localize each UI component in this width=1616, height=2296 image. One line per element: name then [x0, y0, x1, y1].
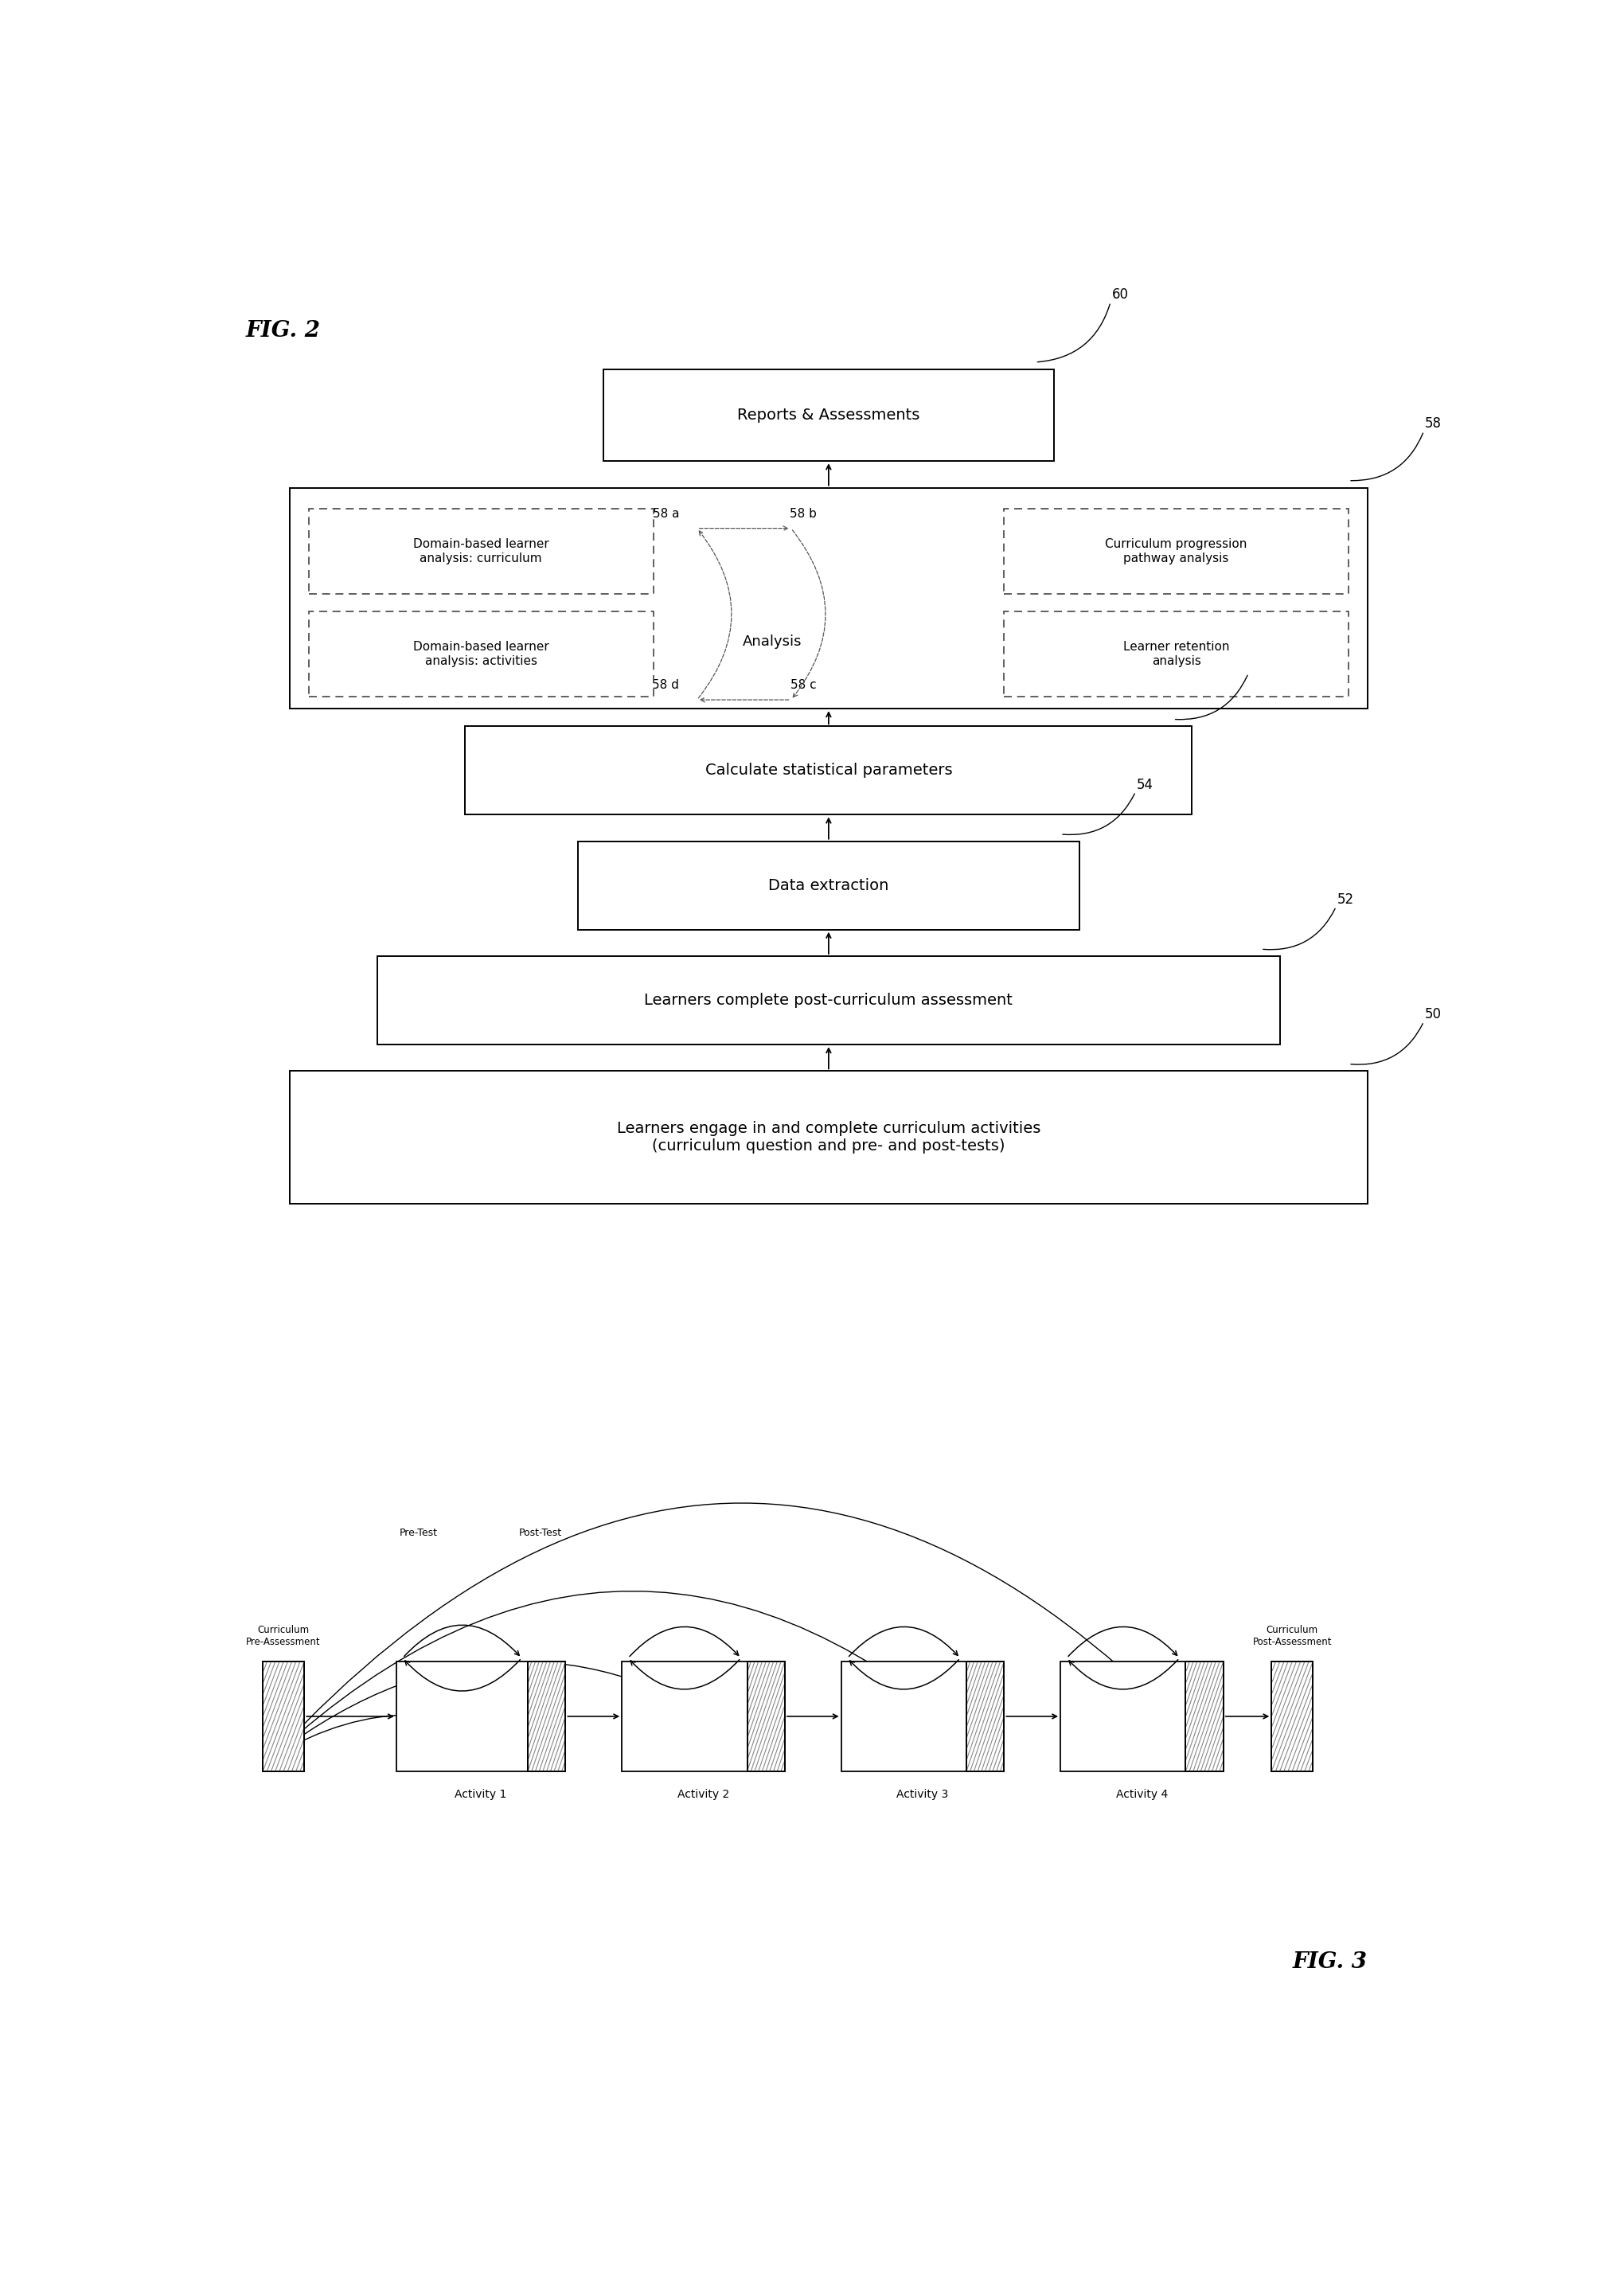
Bar — [840, 1662, 966, 1770]
Text: Domain-based learner
analysis: activities: Domain-based learner analysis: activitie… — [412, 641, 548, 666]
Bar — [966, 1662, 1004, 1770]
Text: Activity 3: Activity 3 — [897, 1789, 949, 1800]
Text: Analysis: Analysis — [742, 634, 802, 650]
Bar — [263, 1662, 304, 1770]
Bar — [747, 1662, 784, 1770]
Text: Pre-Test: Pre-Test — [399, 1527, 438, 1538]
Text: Activity 2: Activity 2 — [677, 1789, 729, 1800]
Bar — [289, 1070, 1367, 1203]
Bar — [1270, 1662, 1312, 1770]
Text: Activity 1: Activity 1 — [454, 1789, 507, 1800]
Text: Calculate statistical parameters: Calculate statistical parameters — [705, 762, 952, 778]
Bar — [579, 840, 1078, 930]
Bar — [309, 611, 653, 696]
Bar — [1060, 1662, 1185, 1770]
Text: Learners engage in and complete curriculum activities
(curriculum question and p: Learners engage in and complete curricul… — [616, 1120, 1041, 1153]
Text: 58 a: 58 a — [653, 507, 679, 519]
Bar — [465, 726, 1191, 815]
Bar — [263, 1662, 304, 1770]
Bar — [603, 370, 1054, 461]
Text: 50: 50 — [1424, 1008, 1441, 1022]
Text: 58 c: 58 c — [790, 680, 816, 691]
Bar — [1185, 1662, 1223, 1770]
Text: FIG. 2: FIG. 2 — [246, 319, 320, 342]
Text: Domain-based learner
analysis: curriculum: Domain-based learner analysis: curriculu… — [412, 540, 548, 565]
Text: Post-Test: Post-Test — [519, 1527, 562, 1538]
Bar — [622, 1662, 747, 1770]
Text: 56: 56 — [1249, 659, 1265, 673]
Text: 54: 54 — [1136, 778, 1152, 792]
Text: Activity 4: Activity 4 — [1115, 1789, 1167, 1800]
Bar — [289, 487, 1367, 709]
Bar — [966, 1662, 1004, 1770]
Text: Curriculum
Pre-Assessment: Curriculum Pre-Assessment — [246, 1626, 320, 1649]
Text: Learners complete post-curriculum assessment: Learners complete post-curriculum assess… — [645, 992, 1012, 1008]
Text: Reports & Assessments: Reports & Assessments — [737, 409, 920, 422]
Bar — [396, 1662, 527, 1770]
Text: 52: 52 — [1336, 893, 1354, 907]
Text: Curriculum
Post-Assessment: Curriculum Post-Assessment — [1252, 1626, 1332, 1649]
Bar — [309, 510, 653, 595]
Text: 58 d: 58 d — [651, 680, 679, 691]
Text: 58 b: 58 b — [790, 507, 816, 519]
Bar — [1004, 510, 1348, 595]
Text: Data extraction: Data extraction — [768, 877, 889, 893]
Bar — [377, 955, 1278, 1045]
Bar — [1185, 1662, 1223, 1770]
Text: 60: 60 — [1112, 287, 1128, 303]
Bar — [1004, 611, 1348, 696]
Text: Learner retention
analysis: Learner retention analysis — [1123, 641, 1228, 666]
Text: Curriculum progression
pathway analysis: Curriculum progression pathway analysis — [1105, 540, 1246, 565]
Bar — [527, 1662, 566, 1770]
Bar — [527, 1662, 566, 1770]
Text: FIG. 3: FIG. 3 — [1291, 1952, 1367, 1972]
Text: 58: 58 — [1424, 418, 1441, 432]
Bar — [747, 1662, 784, 1770]
Bar — [1270, 1662, 1312, 1770]
